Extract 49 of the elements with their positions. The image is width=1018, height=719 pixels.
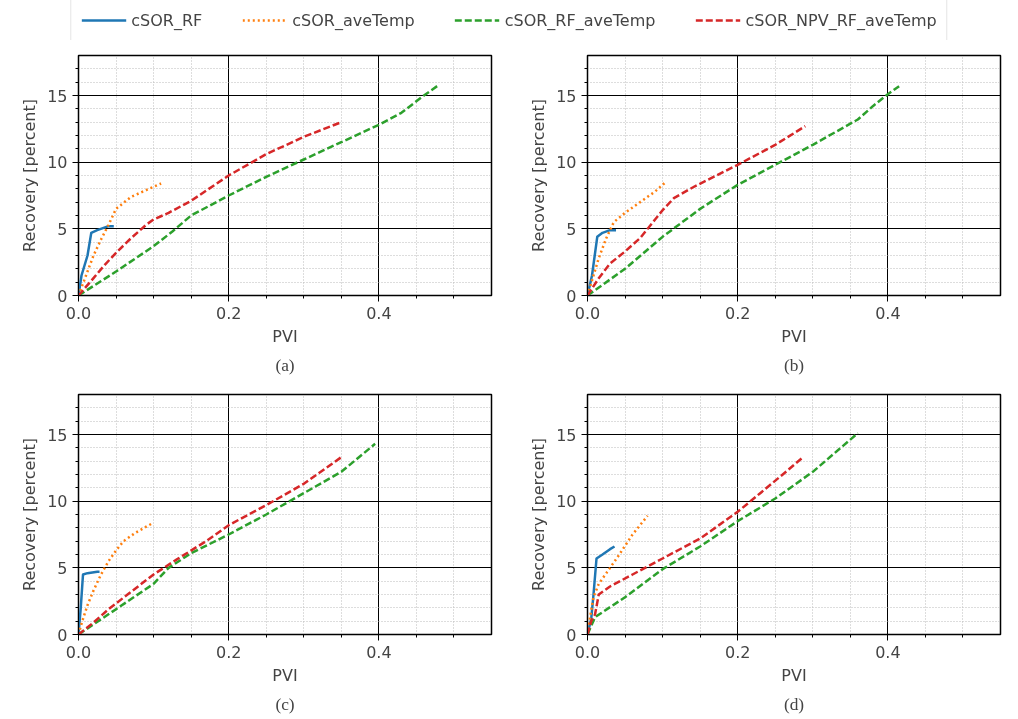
legend-label: cSOR_aveTemp	[292, 10, 415, 30]
y-tick-label: 15	[556, 86, 577, 106]
x-tick-label: 0.2	[724, 303, 751, 323]
y-tick-label: 10	[47, 153, 68, 173]
y-axis-title: Recovery [percent]	[20, 98, 40, 253]
y-tick-label: 10	[556, 153, 577, 173]
x-axis-title: PVI	[272, 665, 298, 685]
x-tick-label: 0.0	[574, 303, 601, 323]
text: (d)	[783, 694, 805, 714]
legend-label: cSOR_RF_aveTemp	[504, 10, 656, 30]
y-tick-label: 0	[57, 625, 68, 645]
legend-label: cSOR_NPV_RF_aveTemp	[745, 10, 937, 30]
x-axis-title: PVI	[781, 326, 807, 346]
y-tick-label: 0	[57, 286, 68, 306]
y-tick-label: 15	[47, 425, 68, 445]
line-series	[78, 570, 101, 635]
y-tick-label: 0	[566, 286, 577, 306]
line-series	[587, 84, 901, 296]
x-tick-label: 0.2	[215, 642, 242, 662]
text: (a)	[275, 355, 295, 375]
line-series	[587, 457, 803, 635]
legend-label: cSOR_RF	[131, 10, 203, 30]
y-tick-label: 5	[57, 558, 68, 578]
y-tick-label: 15	[556, 425, 577, 445]
y-axis-title: Recovery [percent]	[529, 437, 549, 592]
y-tick-label: 5	[57, 219, 68, 239]
x-tick-label: 0.0	[65, 642, 92, 662]
y-axis-title: Recovery [percent]	[529, 98, 549, 253]
y-tick-label: 0	[566, 625, 577, 645]
x-tick-label: 0.2	[215, 303, 242, 323]
x-tick-label: 0.0	[574, 642, 601, 662]
text: (c)	[275, 694, 295, 714]
x-tick-label: 0.4	[366, 303, 392, 323]
x-axis-title: PVI	[272, 326, 298, 346]
line-series	[78, 455, 343, 635]
y-axis-title: Recovery [percent]	[20, 437, 40, 592]
x-tick-label: 0.2	[724, 642, 751, 662]
y-tick-label: 15	[47, 86, 68, 106]
y-tick-label: 5	[566, 219, 577, 239]
x-tick-label: 0.4	[875, 303, 901, 323]
line-series	[587, 124, 807, 296]
x-tick-label: 0.0	[65, 303, 92, 323]
x-tick-label: 0.4	[366, 642, 392, 662]
x-tick-label: 0.4	[875, 642, 901, 662]
y-tick-label: 5	[566, 558, 577, 578]
y-tick-label: 10	[47, 492, 68, 512]
text: (b)	[783, 355, 805, 375]
x-axis-title: PVI	[781, 665, 807, 685]
y-tick-label: 10	[556, 492, 577, 512]
